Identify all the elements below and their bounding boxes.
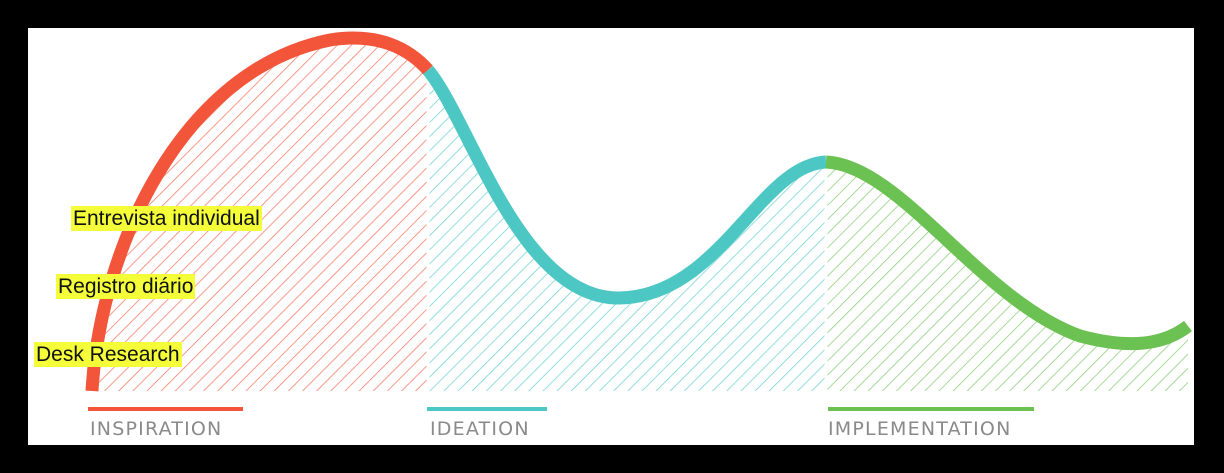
phase-label-inspiration: INSPIRATION bbox=[90, 418, 223, 440]
ideation-area bbox=[428, 70, 826, 391]
phase-label-implementation: IMPLEMENTATION bbox=[828, 418, 1012, 440]
annotation-registro-diario: Registro diário bbox=[56, 274, 196, 299]
inspiration-bar bbox=[88, 407, 243, 411]
phase-label-ideation: IDEATION bbox=[430, 418, 530, 440]
ideation-bar bbox=[427, 407, 547, 411]
annotation-entrevista-individual: Entrevista individual bbox=[71, 206, 262, 231]
implementation-area bbox=[826, 162, 1188, 391]
implementation-bar bbox=[828, 407, 1034, 411]
implementation-curve bbox=[825, 155, 1192, 351]
annotation-desk-research: Desk Research bbox=[34, 342, 182, 367]
ideation-curve bbox=[422, 65, 827, 305]
